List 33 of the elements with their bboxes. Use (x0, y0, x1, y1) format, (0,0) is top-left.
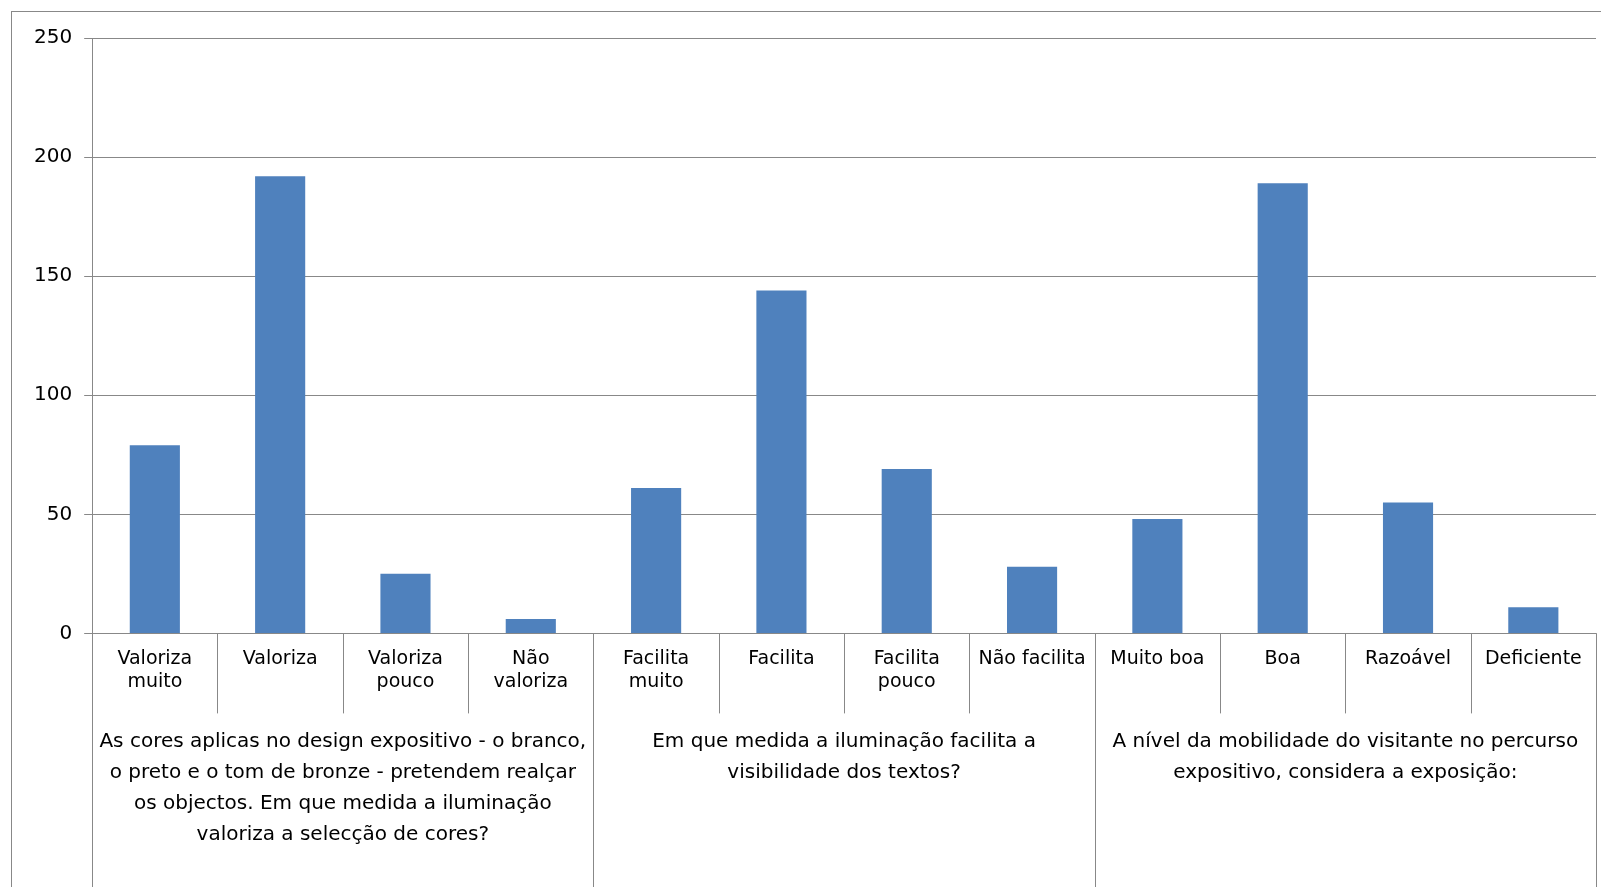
y-tick-label: 200 (33, 143, 73, 168)
x-tick-label: Valoriza muito (117, 645, 193, 691)
y-tick-label: 250 (33, 24, 73, 49)
bar (756, 290, 807, 633)
bar (505, 619, 556, 633)
text: Em que medida a iluminação facilita a visibilidade dos textos? (652, 727, 1036, 783)
y-tick-label: 0 (59, 619, 73, 644)
x-tick-label: Não valoriza (493, 645, 569, 691)
bar (1257, 183, 1308, 633)
x-tick-label: Facilita pouco (873, 645, 940, 691)
text: A nível da mobilidade do visitante no percurso expositivo, considera a exposição: (1112, 727, 1579, 783)
bar (631, 488, 682, 633)
x-tick-label: Muito boa (1110, 645, 1205, 668)
x-tick-label: Boa (1264, 645, 1301, 668)
bar (255, 176, 306, 633)
x-tick-label: Valoriza pouco (368, 645, 443, 691)
bar (1007, 566, 1058, 633)
bar (129, 445, 180, 633)
bar (380, 573, 431, 633)
x-tick-label: Facilita (748, 645, 815, 668)
x-tick-label: Razoável (1365, 645, 1451, 668)
y-tick-label: 50 (46, 500, 73, 525)
bar (1132, 519, 1183, 633)
x-tick-label: Não facilita (978, 645, 1086, 668)
bar (881, 469, 932, 633)
text: As cores aplicas no design expositivo - o branco, o preto e o tom de bronze - pretendem realçar os objectos. Em que medida a iluminação valoriza a selecção de cores? (99, 727, 587, 845)
bar (1382, 502, 1434, 633)
y-tick-label: 100 (33, 381, 73, 406)
bar (1508, 607, 1559, 633)
x-tick-label: Deficiente (1484, 645, 1582, 668)
x-tick-label: Valoriza (242, 645, 318, 668)
x-tick-label: Facilita muito (623, 645, 690, 691)
y-tick-label: 150 (33, 262, 73, 287)
